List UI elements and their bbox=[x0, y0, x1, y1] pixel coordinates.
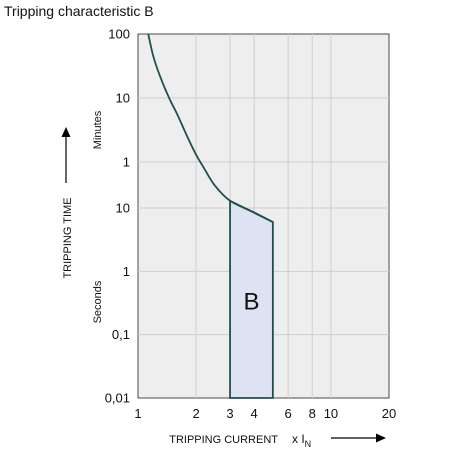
x-tick-label: 6 bbox=[285, 406, 292, 421]
y-tick-label: 10 bbox=[116, 91, 130, 106]
x-tick-label: 4 bbox=[251, 406, 258, 421]
x-axis-unit: x IN bbox=[292, 432, 311, 449]
region-b-label: B bbox=[243, 289, 259, 316]
trip-curve-line bbox=[147, 33, 274, 223]
x-tick-label: 10 bbox=[324, 406, 338, 421]
x-tick-label: 2 bbox=[192, 406, 199, 421]
y-section-seconds-label: Seconds bbox=[92, 280, 104, 323]
y-tick-labels: 1 10 100 0,01 0,1 1 10 bbox=[105, 27, 130, 406]
y-axis-label: TRIPPING TIME bbox=[62, 197, 74, 278]
y-section-minutes-label: Minutes bbox=[92, 110, 104, 149]
x-tick-labels: 1 2 3 4 6 8 10 20 bbox=[134, 406, 396, 421]
x-axis-label: TRIPPING CURRENT bbox=[169, 434, 278, 446]
y-tick-label: 100 bbox=[108, 27, 130, 42]
x-tick-label: 1 bbox=[134, 406, 141, 421]
y-tick-label: 0,01 bbox=[105, 391, 130, 406]
x-tick-label: 3 bbox=[226, 406, 233, 421]
chart-title: Tripping characteristic B bbox=[4, 3, 154, 19]
y-tick-label: 0,1 bbox=[112, 327, 130, 342]
x-tick-label: 8 bbox=[309, 406, 316, 421]
y-tick-label: 10 bbox=[116, 201, 130, 216]
y-tick-label: 1 bbox=[123, 155, 130, 170]
y-axis-arrow-head bbox=[61, 127, 71, 137]
x-axis-arrow-head bbox=[376, 433, 386, 443]
x-tick-label: 20 bbox=[382, 406, 396, 421]
y-tick-label: 1 bbox=[123, 264, 130, 279]
